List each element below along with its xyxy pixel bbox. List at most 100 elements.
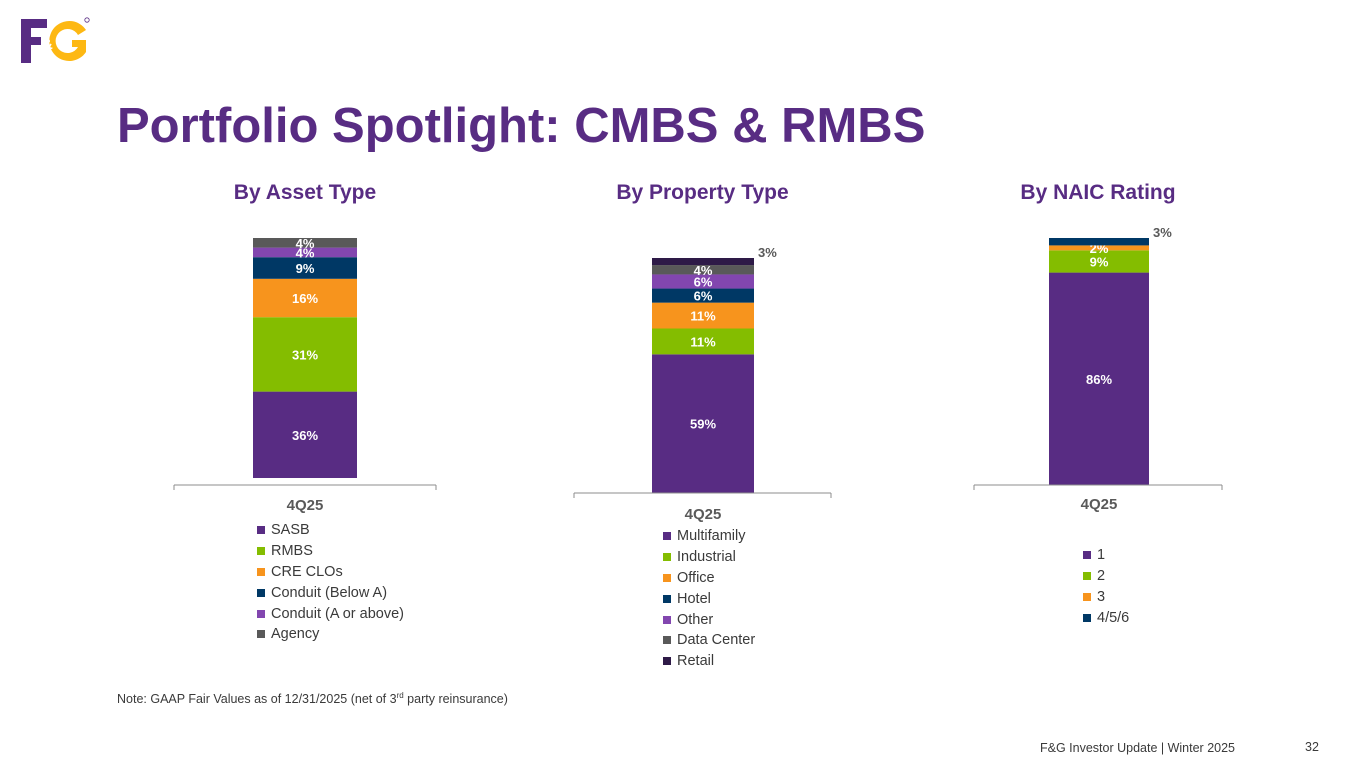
legend-swatch: [257, 630, 265, 639]
legend-label: Other: [677, 611, 714, 628]
category-label: 4Q25: [1081, 496, 1118, 513]
footnote: Note: GAAP Fair Values as of 12/31/2025 …: [117, 691, 508, 706]
legend-item: RMBS: [257, 541, 404, 562]
category-label: 4Q25: [287, 497, 324, 514]
legend-label: Office: [677, 569, 715, 586]
bar-segment: [253, 317, 357, 392]
bar-segment: [253, 257, 357, 279]
bar-segment: [253, 238, 357, 248]
fg-logo: &: [21, 17, 90, 63]
legend-item: 2: [1083, 566, 1129, 587]
legend-item: 4/5/6: [1083, 607, 1129, 628]
legend-item: Office: [663, 568, 755, 589]
bar-segment: [253, 391, 357, 478]
bar-segment: [652, 288, 754, 303]
legend-item: Hotel: [663, 588, 755, 609]
data-label: 4%: [296, 236, 315, 251]
legend-label: Multifamily: [677, 528, 746, 545]
legend-swatch: [663, 532, 671, 541]
data-label: 9%: [1090, 254, 1109, 269]
legend-swatch: [663, 594, 671, 603]
data-label: 4%: [296, 245, 315, 260]
data-label: 59%: [690, 417, 716, 432]
legend-item: SASB: [257, 520, 404, 541]
legend-label: Retail: [677, 653, 715, 670]
data-label: 6%: [694, 275, 713, 290]
legend-label: SASB: [271, 522, 310, 539]
category-label: 4Q25: [685, 506, 722, 523]
data-label: 3%: [1153, 225, 1172, 240]
data-label: 31%: [292, 347, 318, 362]
chart-legend: 1 2 3 4/5/6: [1083, 545, 1129, 628]
bar-segment: [652, 354, 754, 493]
legend-swatch: [1083, 592, 1091, 601]
bar-segment: [652, 258, 754, 266]
legend-item: 1: [1083, 545, 1129, 566]
legend-swatch: [257, 526, 265, 535]
legend-label: Data Center: [677, 632, 756, 649]
legend-label: 3: [1097, 588, 1106, 605]
footer-text: F&G Investor Update | Winter 2025: [1040, 741, 1236, 755]
legend-label: Industrial: [677, 549, 736, 566]
page-title: Portfolio Spotlight: CMBS & RMBS: [117, 99, 926, 153]
chart-title: By Asset Type: [233, 181, 377, 204]
legend-swatch: [1083, 572, 1091, 581]
legend-label: 2: [1097, 568, 1106, 585]
legend-swatch: [663, 636, 671, 645]
legend-item: 3: [1083, 587, 1129, 608]
bar-segment: [1049, 272, 1149, 485]
legend-swatch: [663, 615, 671, 624]
bar-segment: [253, 247, 357, 258]
bar-segment: [652, 302, 754, 329]
data-label: 3%: [758, 245, 777, 260]
legend-label: Hotel: [677, 590, 711, 607]
chart-legend: Multifamily Industrial Office Hotel Other Dat…: [663, 526, 755, 672]
legend-label: Conduit (Below A): [271, 584, 388, 601]
page-number: 32: [1305, 740, 1319, 754]
chart-legend: SASB RMBS CRE CLOs Conduit (Below A) Conduit…: [257, 520, 404, 645]
bar-segment: [652, 274, 754, 289]
legend-label: 1: [1097, 547, 1106, 564]
legend-swatch: [257, 588, 265, 597]
data-label: 16%: [292, 291, 318, 306]
chart-plot: 36%31%16%9%4%4%4Q25: [173, 236, 437, 514]
chart-plot: 59%11%11%6%6%4%3%4Q25: [573, 245, 832, 523]
data-label: 86%: [1086, 372, 1112, 387]
legend-swatch: [1083, 613, 1091, 622]
data-label: 11%: [690, 334, 716, 349]
legend-item: Data Center: [663, 630, 755, 651]
legend-item: Multifamily: [663, 526, 755, 547]
data-label: 4%: [694, 263, 713, 278]
legend-item: Retail: [663, 651, 755, 672]
data-label: 36%: [292, 428, 318, 443]
legend-label: RMBS: [271, 543, 313, 560]
legend-label: Agency: [271, 626, 320, 643]
legend-label: CRE CLOs: [271, 563, 343, 580]
legend-label: 4/5/6: [1097, 609, 1130, 626]
bar-segment: [1049, 245, 1149, 251]
note-superscript: rd: [396, 691, 404, 700]
legend-swatch: [663, 573, 671, 582]
legend-swatch: [1083, 551, 1091, 560]
chart-title: By NAIC Rating: [1020, 181, 1176, 204]
bar-segment: [1049, 238, 1149, 246]
chart-title: By Property Type: [616, 181, 789, 204]
bar-segment: [1049, 250, 1149, 273]
bar-segment: [652, 265, 754, 275]
data-label: 11%: [690, 309, 716, 324]
legend-item: Conduit (A or above): [257, 603, 404, 624]
legend-swatch: [257, 609, 265, 618]
svg-text:&: &: [42, 36, 53, 53]
bar-segment: [652, 328, 754, 355]
legend-item: CRE CLOs: [257, 562, 404, 583]
data-label: 9%: [296, 261, 315, 276]
legend-item: Other: [663, 609, 755, 630]
note-suffix: party reinsurance): [403, 692, 508, 707]
data-label: 6%: [694, 289, 713, 304]
bar-segment: [253, 278, 357, 318]
legend-label: Conduit (A or above): [271, 605, 404, 622]
legend-item: Agency: [257, 624, 404, 645]
note-prefix: Note: GAAP Fair Values as of 12/31/2025 …: [117, 692, 397, 707]
legend-item: Industrial: [663, 547, 755, 568]
chart-plot: 86%9%2%3%4Q25: [973, 225, 1223, 513]
